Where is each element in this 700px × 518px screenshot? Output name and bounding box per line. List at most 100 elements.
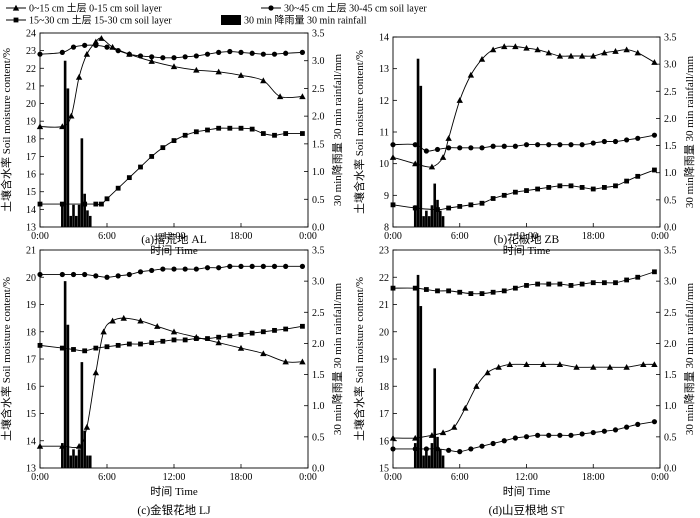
- rainfall-bar: [77, 204, 81, 227]
- y-tick-label-AL: 14: [26, 205, 36, 216]
- data-point-square: [104, 344, 110, 350]
- data-point-square: [557, 281, 563, 287]
- data-point-circle: [434, 146, 441, 153]
- x-tick-label-ST: 18:00: [582, 472, 605, 483]
- data-point-circle: [104, 274, 110, 280]
- y2-tick-label-LJ: 1.0: [312, 401, 325, 412]
- data-point-triangle: [445, 135, 452, 141]
- panel-ST: 0:00 6:00 12:00 18:00 0:00151617181920212223…: [352, 246, 696, 518]
- data-point-square: [501, 288, 507, 294]
- data-point-square: [82, 348, 88, 354]
- data-point-square: [479, 291, 485, 296]
- data-point-circle: [635, 421, 641, 427]
- data-point-circle: [283, 50, 289, 56]
- data-point-circle: [249, 50, 255, 56]
- series-line-triangle: [392, 363, 655, 439]
- rainfall-bar: [69, 455, 73, 468]
- y-tick-label-ST: 18: [379, 382, 389, 393]
- data-point-square: [635, 274, 641, 280]
- y2-tick-label-ZB: 3.0: [664, 60, 677, 71]
- data-point-triangle: [75, 443, 83, 449]
- data-point-circle: [651, 132, 658, 138]
- data-point-square: [435, 288, 440, 294]
- y2-axis-label-ZB: 30 min降雨量 30 min rainfall/mm: [682, 55, 696, 208]
- rainfall-bar: [427, 216, 431, 227]
- data-point-square: [272, 327, 277, 333]
- rainfall-bar: [74, 215, 78, 227]
- data-point-circle: [59, 271, 65, 278]
- data-point-triangle: [489, 46, 497, 53]
- data-point-circle: [82, 271, 88, 278]
- data-point-square: [126, 341, 132, 347]
- data-point-circle: [568, 432, 574, 438]
- data-point-circle: [468, 446, 474, 452]
- rainfall-bar: [72, 449, 75, 468]
- rainfall-bar: [413, 205, 417, 227]
- y-tick-label-ZB: 8: [384, 223, 389, 234]
- data-point-triangle: [428, 163, 436, 170]
- y-tick-label-LJ: 17: [26, 355, 36, 366]
- x-axis-label-ST: 时间 Time: [503, 485, 551, 498]
- data-point-square: [652, 167, 657, 173]
- y2-tick-label-ZB: 2.5: [664, 87, 677, 98]
- data-point-square: [613, 280, 618, 286]
- data-point-square: [557, 183, 563, 189]
- data-point-circle: [624, 424, 630, 430]
- y-tick-label-AL: 22: [26, 64, 36, 75]
- data-point-square: [260, 131, 266, 136]
- data-point-circle: [390, 142, 396, 148]
- y-tick-label-AL: 16: [26, 170, 36, 181]
- x-tick-label-LJ: 18:00: [230, 472, 253, 483]
- rainfall-bar: [63, 60, 67, 227]
- data-point-square: [216, 125, 222, 131]
- data-point-square: [412, 285, 418, 291]
- data-point-circle: [115, 48, 121, 54]
- data-point-circle: [557, 432, 563, 438]
- y-tick-label-ST: 19: [379, 355, 389, 366]
- data-point-square: [193, 129, 199, 135]
- data-point-square: [624, 178, 630, 184]
- y-axis-label-AL: 土壤含水率 Soil moisture content/%: [0, 48, 13, 212]
- data-point-triangle: [467, 71, 475, 78]
- data-point-square: [227, 125, 233, 131]
- data-point-circle: [260, 263, 266, 269]
- x-tick-label-ZB: 18:00: [582, 231, 605, 242]
- legend: 0~15 cm 土层 0-15 cm soil layer 30~45 cm 土层…: [6, 2, 427, 27]
- y-tick-label-ZB: 10: [379, 159, 389, 170]
- data-point-square: [512, 285, 518, 291]
- x-tick-label-LJ: 0:00: [299, 472, 317, 483]
- data-point-triangle: [590, 363, 597, 370]
- rainfall-bar: [77, 449, 81, 468]
- data-point-triangle: [109, 317, 116, 324]
- rainfall-bar: [66, 88, 70, 227]
- y-tick-label-ST: 16: [379, 436, 389, 447]
- y-tick-label-ZB: 14: [379, 33, 389, 44]
- data-point-square: [205, 127, 210, 133]
- data-point-square: [272, 132, 277, 138]
- data-point-square: [300, 323, 305, 329]
- y-tick-label-ZB: 9: [384, 191, 389, 202]
- data-point-circle: [523, 142, 530, 148]
- y2-tick-label-LJ: 0.5: [312, 432, 325, 443]
- data-point-triangle: [556, 361, 564, 368]
- data-point-triangle: [501, 43, 508, 50]
- data-point-square: [37, 342, 43, 348]
- rainfall-bar: [425, 449, 428, 468]
- data-point-square: [205, 336, 210, 341]
- data-point-square: [546, 281, 552, 287]
- x-axis-label-AL: 时间 Time: [150, 244, 198, 257]
- data-point-triangle: [170, 63, 178, 70]
- data-point-triangle: [428, 432, 436, 438]
- data-point-square: [238, 125, 244, 131]
- data-point-circle: [512, 143, 518, 149]
- data-point-circle: [612, 427, 619, 433]
- y-tick-label-LJ: 13: [26, 464, 36, 475]
- data-point-circle: [299, 263, 306, 269]
- data-point-circle: [204, 265, 211, 271]
- data-point-circle: [546, 142, 552, 148]
- legend-label-l1: 0~15 cm 土层 0-15 cm soil layer: [29, 2, 162, 15]
- data-point-triangle: [601, 49, 608, 56]
- y2-tick-label-AL: 2.5: [312, 84, 325, 95]
- panel-caption-AL: (a)撂荒地 AL: [141, 232, 206, 246]
- data-point-square: [160, 338, 166, 344]
